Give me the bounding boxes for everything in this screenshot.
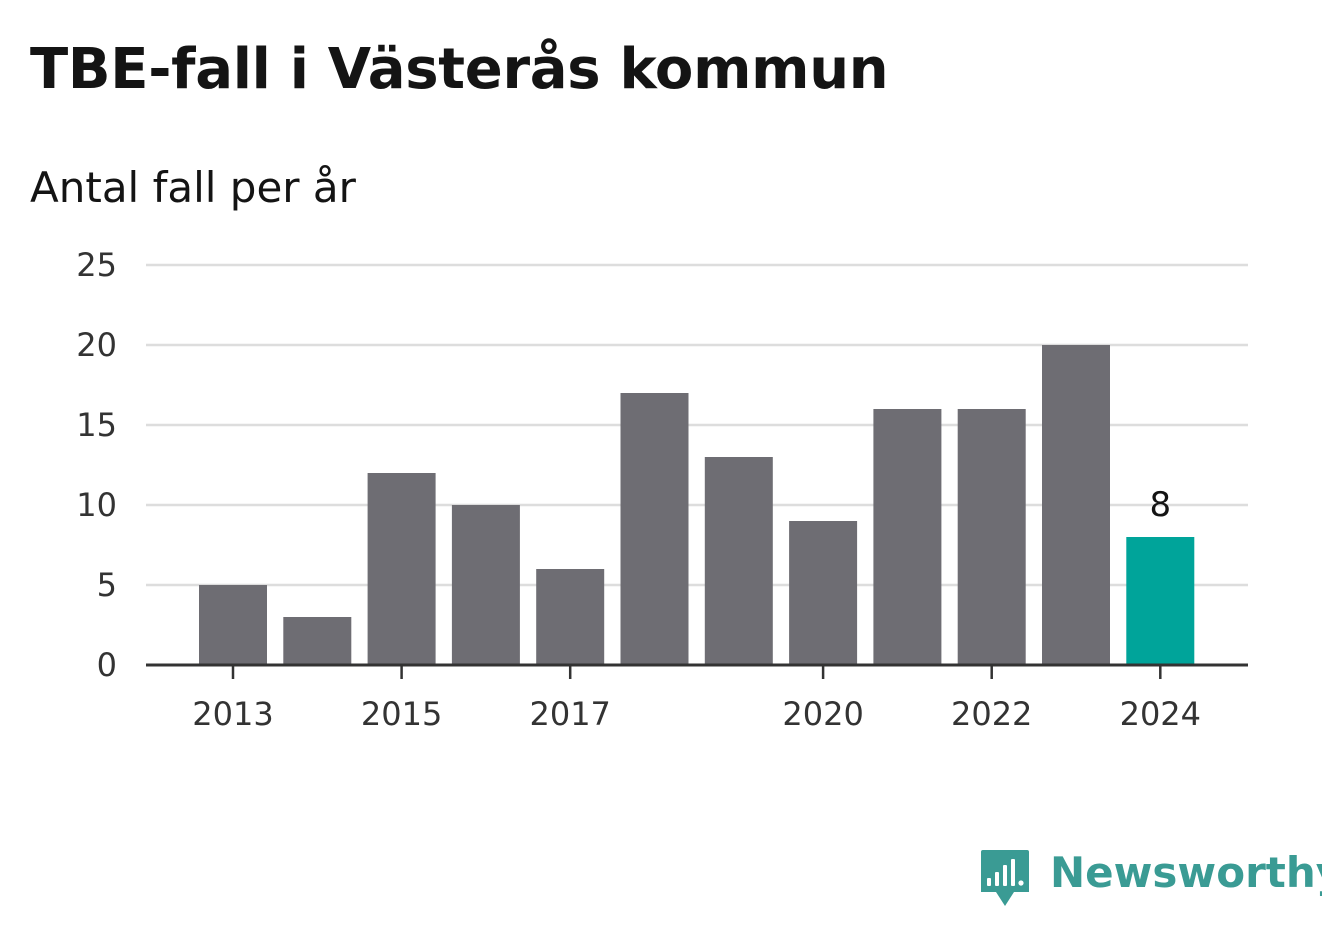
bar-2023 [1042,345,1110,665]
bar-2016 [451,505,520,665]
chart-title: TBE-fall i Västerås kommun [30,37,889,102]
x-tick-label-2020: 2020 [782,695,863,733]
y-tick-label: 20 [76,326,117,364]
bar-2018 [620,393,689,665]
bar-chart: 0 5 10 15 20 25 8 2013 2015 2017 2020 2022 2024 [76,246,1248,733]
newsworthy-logo-icon [981,850,1029,906]
newsworthy-brand: Newsworthy [980,848,1322,914]
bar-2022 [957,409,1026,665]
x-tick-label-2017: 2017 [529,695,610,733]
y-tick-label: 5 [97,566,117,604]
x-tick-label-2015: 2015 [361,695,442,733]
y-tick-label: 10 [76,486,117,524]
y-tick-label: 25 [76,246,117,284]
brand-name: Newsworthy [1050,848,1322,897]
bar-2015 [367,473,436,665]
bar-2019 [704,457,773,665]
bar-2021 [873,409,942,665]
bar-2014 [283,617,352,665]
x-tick-label-2013: 2013 [192,695,273,733]
bar-2020 [789,521,858,665]
x-tick-label-2022: 2022 [951,695,1032,733]
bar-2024 [1126,537,1195,665]
chart-subtitle: Antal fall per år [30,163,356,212]
data-label-2024: 8 [1149,485,1171,525]
bar-2017 [536,569,605,665]
bar-2013 [199,585,267,665]
x-tick-label-2024: 2024 [1120,695,1201,733]
y-tick-label: 0 [97,646,117,684]
y-tick-label: 15 [76,406,117,444]
